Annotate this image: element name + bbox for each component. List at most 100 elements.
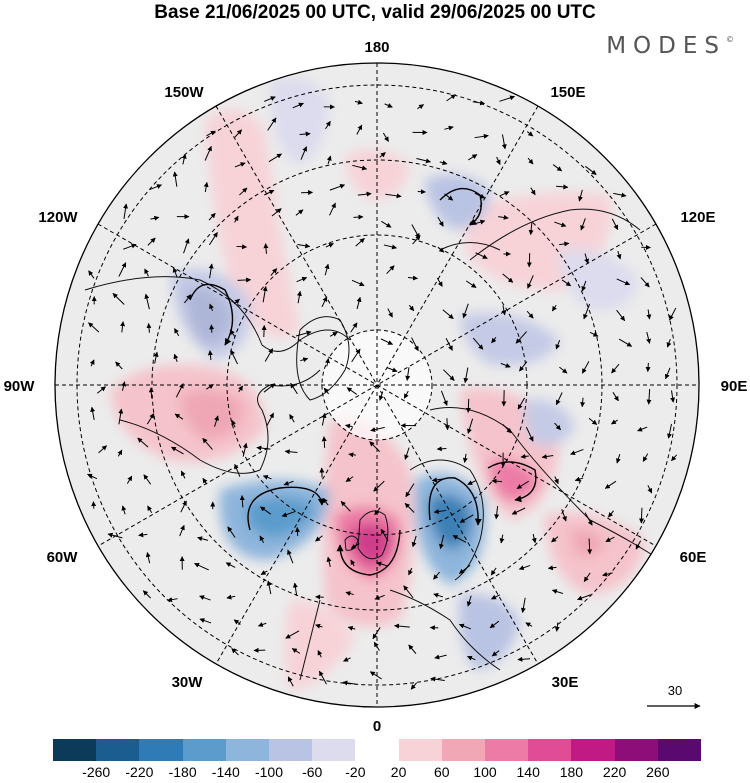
- wind-vector: [382, 132, 389, 142]
- colorbar-tick-label: -180: [168, 764, 197, 780]
- wind-vector: [671, 454, 678, 462]
- wind-vector: [299, 131, 311, 137]
- wind-vector: [297, 243, 311, 249]
- wind-vector: [146, 413, 155, 425]
- wind-vector: [208, 263, 214, 279]
- wind-vector: [646, 309, 652, 320]
- wind-vector: [285, 630, 300, 639]
- wind-vector: [434, 654, 447, 660]
- wind-vector: [369, 671, 382, 680]
- wind-vector: [370, 426, 385, 433]
- wind-vector: [417, 104, 425, 110]
- colorbar-swatch: [269, 739, 313, 761]
- wind-vector: [209, 324, 215, 333]
- wind-vector: [356, 296, 362, 310]
- wind-vector: [615, 453, 621, 464]
- wind-vector: [517, 656, 531, 662]
- wind-vector: [88, 322, 100, 333]
- wind-vector: [616, 250, 622, 260]
- wind-vector: [515, 331, 528, 344]
- lon-label-30w: 30W: [172, 674, 204, 691]
- wind-vector: [179, 524, 185, 537]
- lon-label-120e: 120E: [680, 209, 715, 226]
- wind-vector: [284, 449, 298, 455]
- wind-vector: [472, 337, 484, 350]
- wind-vector: [321, 412, 327, 426]
- wind-vector: [468, 154, 478, 161]
- wind-vector: [445, 337, 453, 351]
- wind-vector: [501, 134, 507, 150]
- colorbar-swatch: [355, 739, 399, 761]
- wind-vector: [410, 682, 418, 690]
- wind-vector: [324, 263, 330, 276]
- wind-vector: [292, 582, 298, 596]
- wind-vector: [444, 418, 450, 431]
- wind-vector: [262, 475, 272, 480]
- wind-vector: [143, 474, 152, 485]
- polar-map: 180 150W 150E 120W 120E 90W 90E 60W 60E …: [4, 39, 748, 735]
- wind-vector: [520, 597, 526, 614]
- wind-vector: [465, 280, 477, 288]
- wind-vector: [670, 390, 676, 403]
- wind-vector: [380, 338, 394, 345]
- wind-vector: [144, 293, 150, 310]
- wind-vector: [491, 594, 501, 600]
- wind-vector: [489, 620, 500, 629]
- colorbar-swatch: [485, 739, 529, 761]
- wind-vector: [207, 350, 213, 361]
- wind-vector: [329, 183, 346, 191]
- wind-vector: [531, 533, 537, 544]
- wind-vector: [444, 125, 454, 131]
- wind-vector: [351, 279, 365, 287]
- wind-vectors: [87, 94, 678, 690]
- wind-vector: [554, 422, 561, 431]
- wind-vector: [121, 381, 126, 391]
- wind-vector: [175, 383, 184, 398]
- wind-vector: [380, 528, 389, 542]
- wind-vector: [149, 184, 162, 191]
- wind-vector: [147, 237, 156, 246]
- wind-vector: [325, 358, 330, 367]
- wind-vector: [588, 417, 598, 425]
- lon-label-30e: 30E: [552, 674, 579, 691]
- wind-vector: [233, 215, 239, 223]
- wind-vector: [317, 650, 323, 658]
- wind-vector: [554, 221, 567, 228]
- wind-vector: [585, 165, 597, 175]
- wind-vector: [123, 243, 137, 250]
- wind-vector: [583, 572, 591, 582]
- wind-vector: [520, 453, 529, 459]
- wind-vector: [226, 594, 236, 600]
- wind-vector: [611, 363, 620, 374]
- wind-vector: [405, 367, 411, 381]
- wind-vector: [640, 277, 650, 288]
- wind-vector: [167, 597, 178, 603]
- wind-vector: [528, 222, 534, 236]
- wind-vector: [231, 419, 237, 428]
- wind-vector: [343, 657, 351, 662]
- wind-vector: [197, 536, 209, 542]
- wind-vector: [263, 383, 276, 393]
- wind-vector: [261, 324, 267, 338]
- wind-vector: [295, 209, 304, 216]
- wind-vector: [502, 273, 514, 283]
- wind-vector: [561, 509, 567, 522]
- wind-vector: [574, 476, 584, 482]
- wind-vector: [263, 96, 276, 102]
- wind-vector: [202, 437, 213, 450]
- wind-vector: [287, 549, 294, 564]
- wind-vector: [612, 392, 619, 402]
- wind-vector: [511, 507, 526, 515]
- wind-vector: [326, 556, 332, 567]
- colorbar-tick-label: 140: [516, 764, 540, 780]
- wind-vector: [98, 445, 108, 454]
- wind-vector: [183, 238, 190, 254]
- wind-vector: [581, 280, 587, 292]
- wind-vector: [437, 216, 444, 227]
- wind-vector: [296, 276, 308, 283]
- wind-vector: [351, 348, 361, 363]
- wind-vector: [446, 94, 457, 102]
- wind-vector: [578, 189, 583, 202]
- wind-vector: [405, 483, 415, 498]
- wind-vector: [347, 625, 356, 631]
